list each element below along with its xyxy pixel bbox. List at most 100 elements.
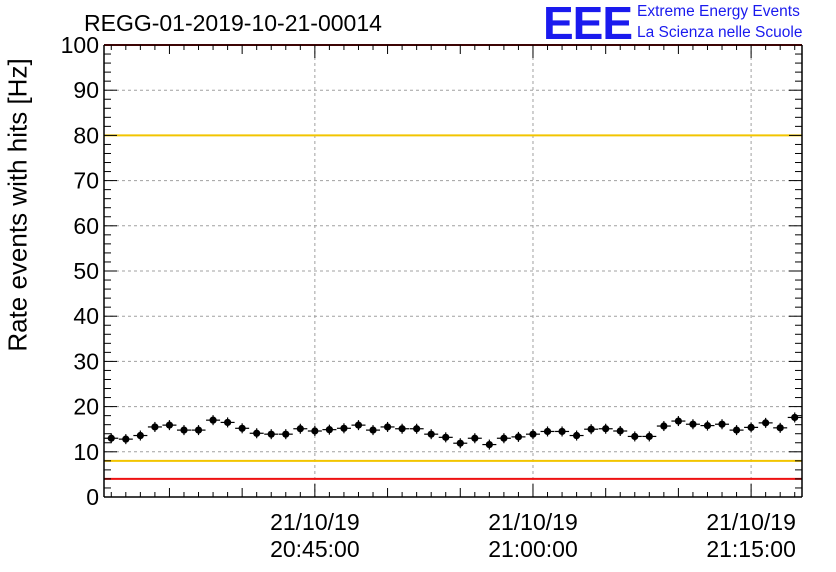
y-tick-label: 80 xyxy=(73,122,99,148)
chart-title: REGG-01-2019-10-21-00014 xyxy=(84,10,382,36)
data-point xyxy=(351,420,366,431)
data-point xyxy=(453,438,468,449)
y-tick-label: 0 xyxy=(86,484,99,510)
data-point-marker xyxy=(354,421,363,429)
data-point-marker xyxy=(151,423,159,431)
data-point xyxy=(336,423,351,434)
x-tick-time: 21:15:00 xyxy=(706,536,796,562)
data-point-marker xyxy=(180,426,188,434)
data-point-marker xyxy=(573,431,581,440)
logo-tagline-1: Extreme Energy Events xyxy=(637,3,800,20)
data-point xyxy=(118,434,133,445)
data-point xyxy=(627,431,642,442)
data-point-marker xyxy=(340,424,348,432)
data-point xyxy=(685,419,700,430)
data-point-marker xyxy=(267,430,275,438)
data-point xyxy=(409,423,424,434)
data-point xyxy=(482,439,497,450)
data-point xyxy=(293,423,308,434)
data-point-marker xyxy=(718,420,726,428)
data-point-marker xyxy=(703,421,712,430)
data-point-marker xyxy=(136,431,144,440)
x-tick-date: 21/10/19 xyxy=(270,509,360,535)
data-point xyxy=(700,420,715,431)
data-point-marker xyxy=(529,430,537,438)
y-tick-label: 10 xyxy=(73,439,99,465)
data-point xyxy=(467,433,482,444)
data-point xyxy=(366,425,381,436)
data-point xyxy=(569,430,584,441)
data-point-marker xyxy=(194,426,203,434)
data-point-marker xyxy=(107,434,115,442)
data-point xyxy=(758,417,773,428)
data-point-marker xyxy=(776,424,784,432)
data-point xyxy=(424,429,439,440)
y-tick-label: 40 xyxy=(73,303,99,329)
data-point-marker xyxy=(413,425,421,433)
data-point xyxy=(511,431,526,442)
data-point-marker xyxy=(238,424,246,432)
data-point xyxy=(264,429,279,440)
data-point-marker xyxy=(500,434,508,442)
data-point-marker xyxy=(732,426,741,434)
data-point xyxy=(671,416,686,427)
y-tick-label: 100 xyxy=(61,32,99,58)
data-point-marker xyxy=(224,418,232,427)
x-tick-time: 21:00:00 xyxy=(488,536,578,562)
data-point-marker xyxy=(791,413,799,422)
y-tick-labels: 0 10 20 30 40 50 60 70 80 90 100 xyxy=(61,32,99,510)
data-point-marker xyxy=(383,423,392,431)
data-point xyxy=(540,426,555,437)
x-tick-date: 21/10/19 xyxy=(706,509,796,535)
data-point xyxy=(206,415,221,426)
data-point xyxy=(176,425,191,436)
data-point-marker xyxy=(485,440,493,449)
data-point xyxy=(191,425,206,436)
data-point-marker xyxy=(122,435,130,443)
data-point xyxy=(656,421,671,432)
data-point-marker xyxy=(209,416,217,424)
data-point-marker xyxy=(602,425,610,433)
data-point xyxy=(235,423,250,434)
eee-logo: EEE xyxy=(543,0,633,49)
data-point xyxy=(395,423,410,434)
data-point-marker xyxy=(762,419,770,427)
y-tick-label: 20 xyxy=(73,394,99,420)
data-point-marker xyxy=(689,420,697,428)
data-points xyxy=(104,412,802,450)
data-point-marker xyxy=(558,427,566,436)
data-point xyxy=(555,426,570,437)
data-point-marker xyxy=(660,422,668,430)
grid-lines xyxy=(104,45,802,497)
data-point xyxy=(249,428,264,439)
logo-tagline-2: La Scienza nelle Scuole xyxy=(637,24,803,41)
y-tick-label: 60 xyxy=(73,213,99,239)
data-point-marker xyxy=(369,426,377,434)
data-point-marker xyxy=(587,425,595,433)
data-point-marker xyxy=(616,427,624,435)
data-point-marker xyxy=(674,417,682,425)
data-point xyxy=(162,420,177,431)
reference-lines xyxy=(104,44,802,480)
data-point xyxy=(729,425,744,436)
y-tick-label: 50 xyxy=(73,258,99,284)
x-tick-date: 21/10/19 xyxy=(488,509,578,535)
data-point-marker xyxy=(456,439,464,447)
data-point-marker xyxy=(514,433,523,441)
data-point xyxy=(715,419,730,430)
y-tick-label: 70 xyxy=(73,168,99,194)
data-point-marker xyxy=(398,425,406,433)
data-point-marker xyxy=(543,427,552,436)
data-point xyxy=(133,430,148,441)
data-point xyxy=(744,422,759,433)
data-point-marker xyxy=(471,434,479,442)
data-point-marker xyxy=(296,425,304,433)
data-point xyxy=(220,417,235,428)
data-point xyxy=(147,421,162,432)
data-point-marker xyxy=(253,429,261,437)
y-tick-label: 90 xyxy=(73,77,99,103)
data-point-marker xyxy=(747,423,755,431)
data-point xyxy=(525,429,540,440)
data-point-marker xyxy=(165,421,174,429)
